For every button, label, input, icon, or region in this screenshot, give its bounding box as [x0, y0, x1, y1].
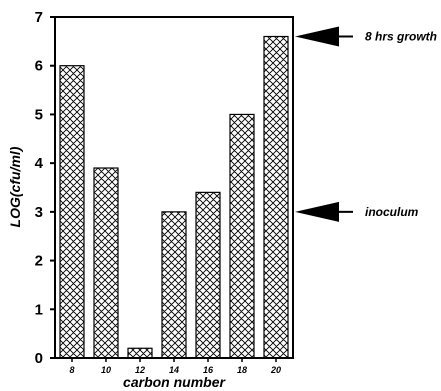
bar-16 — [195, 191, 221, 359]
y-tick-label: 5 — [35, 106, 43, 123]
x-tick-label: 12 — [135, 365, 145, 375]
bar-18 — [229, 113, 255, 359]
x-tick-label: 20 — [270, 365, 281, 375]
x-tick-label: 18 — [237, 365, 247, 375]
y-tick-label: 0 — [35, 350, 43, 367]
y-tick-label: 1 — [35, 301, 43, 318]
bar-10 — [93, 167, 119, 359]
bar-14 — [161, 211, 187, 359]
x-tick-label: 10 — [101, 365, 111, 375]
y-tick-label: 4 — [35, 155, 44, 172]
annotations: 8 hrs growth inoculum — [295, 26, 437, 222]
x-tick-label: 8 — [69, 365, 74, 375]
bar-12 — [127, 347, 153, 359]
y-axis-title: LOG(cfu/ml) — [7, 146, 23, 227]
y-tick-label: 6 — [35, 58, 43, 75]
y-axis-ticks: 0 1 2 3 4 5 6 7 — [35, 9, 55, 367]
annotation-label: inoculum — [365, 205, 419, 219]
x-tick-label: 16 — [203, 365, 214, 375]
y-tick-label: 2 — [35, 253, 43, 270]
x-axis-title: carbon number — [123, 374, 226, 390]
annotation-arrow — [295, 201, 339, 222]
annotation-arrow — [295, 26, 339, 47]
y-tick-label: 3 — [35, 204, 43, 221]
x-axis-ticks: 8 10 12 14 16 18 20 — [69, 358, 281, 375]
bars — [59, 35, 289, 359]
bar-8 — [59, 65, 85, 359]
x-tick-label: 14 — [169, 365, 179, 375]
annotation-label: 8 hrs growth — [365, 29, 437, 43]
y-tick-label: 7 — [35, 9, 43, 26]
bar-20 — [263, 35, 289, 359]
